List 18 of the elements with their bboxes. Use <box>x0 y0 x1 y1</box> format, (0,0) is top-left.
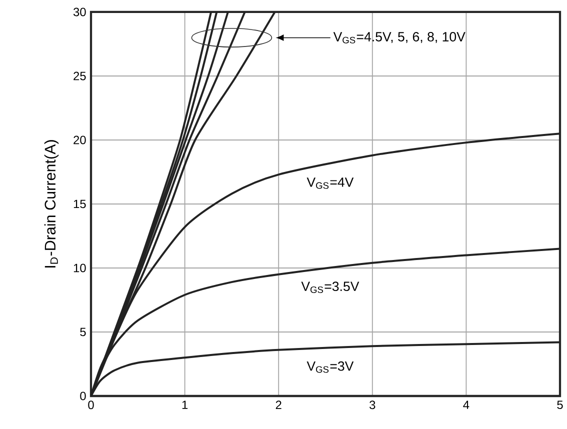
y-tick-label: 15 <box>74 200 86 208</box>
series-label: V$_{GS}$=4V <box>306 178 354 189</box>
x-tick-label: 1 <box>182 400 188 409</box>
x-tick-label: 0 <box>88 400 94 410</box>
series-label: V$_{GS}$=3V <box>306 361 354 373</box>
y-tick-label: 30 <box>73 8 86 16</box>
x-tick-label: 4 <box>463 400 470 409</box>
x-tick-label: 5 <box>557 400 563 410</box>
y-tick-label: 0 <box>80 392 86 400</box>
series-label: V$_{GS}$=3.5V <box>301 282 360 294</box>
y-tick-label: 20 <box>74 136 86 144</box>
y-tick-label: 5 <box>80 328 86 336</box>
y-tick-label: 25 <box>74 72 86 80</box>
y-axis-title: I$_{D}$-Drain Current(A) <box>44 140 59 268</box>
x-tick-label: 2 <box>276 400 282 410</box>
x-tick-label: 3 <box>370 400 376 410</box>
annotation: V$_{GS}$=4.5V, 5, 6, 8, 10V <box>333 32 466 44</box>
y-tick-label: 10 <box>74 264 86 272</box>
